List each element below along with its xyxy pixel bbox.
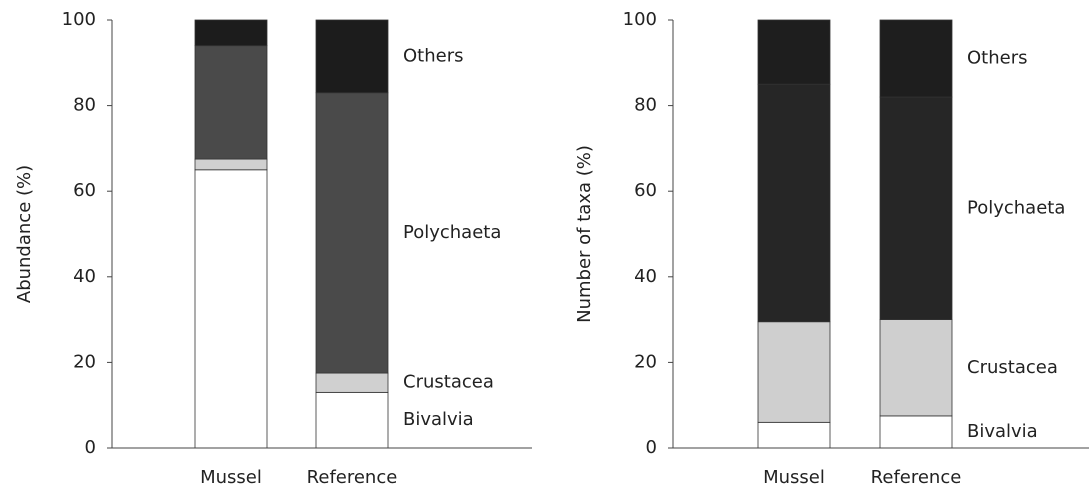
bar-segment [315,19,389,94]
y-tick-label: 80 [634,95,657,116]
segment-label: Others [967,48,1028,69]
y-tick-label: 80 [73,95,96,116]
bar-segment [879,96,953,320]
bar-segment [879,319,953,417]
y-tick-label: 40 [73,266,96,287]
segment-label: Polychaeta [403,222,501,243]
x-tick-label: Mussel [763,467,825,488]
bar-segment [315,92,389,374]
segment-label: Crustacea [967,357,1058,378]
bar-segment [194,158,268,171]
x-tick-label: Mussel [200,467,262,488]
x-tick-label: Reference [871,467,962,488]
y-tick-label: 0 [85,437,96,458]
y-tick-label: 100 [62,9,96,30]
y-tick-label: 40 [634,266,657,287]
bar-segment [194,45,268,160]
segment-label: Crustacea [403,372,494,393]
x-tick-label: Reference [307,467,398,488]
bar-segment [315,391,389,449]
bar-segment [879,19,953,98]
y-tick-label: 60 [634,180,657,201]
y-axis-label: Number of taxa (%) [574,145,595,323]
segment-label: Bivalvia [403,409,474,430]
y-tick-label: 20 [73,351,96,372]
y-tick-label: 60 [73,180,96,201]
bar-segment [315,372,389,393]
bar-segment [757,321,831,423]
segment-label: Bivalvia [967,421,1038,442]
bar-segment [757,421,831,449]
bar-segment [757,19,831,85]
bar-segment [194,169,268,449]
y-tick-label: 0 [646,437,657,458]
bar-segment [194,19,268,47]
y-tick-label: 20 [634,351,657,372]
bar-segment [757,83,831,323]
segment-label: Others [403,45,464,66]
y-tick-label: 100 [623,9,657,30]
segment-label: Polychaeta [967,197,1065,218]
y-axis-label: Abundance (%) [14,165,35,303]
bar-segment [879,415,953,449]
